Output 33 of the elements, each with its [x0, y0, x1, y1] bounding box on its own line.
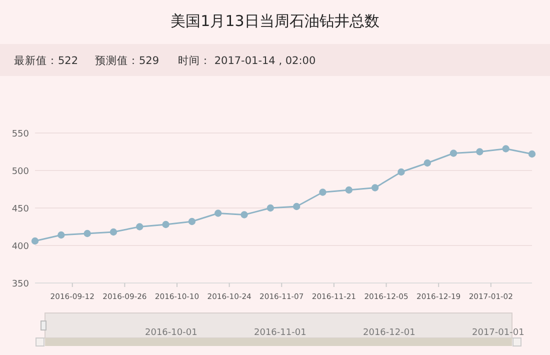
point	[240, 211, 248, 218]
point	[266, 204, 274, 212]
point	[136, 223, 144, 230]
point	[31, 237, 39, 245]
point	[345, 186, 352, 194]
y-tick-label: 500	[12, 167, 30, 177]
y-tick-label: 450	[12, 204, 30, 214]
text: 预测值：529	[95, 55, 160, 67]
point	[424, 159, 431, 167]
y-tick-label: 400	[12, 242, 30, 252]
chart-title: 美国1月13日当周石油钻井总数	[170, 12, 380, 30]
point	[398, 168, 405, 176]
point	[162, 220, 170, 228]
text: 2016-10-01	[145, 328, 198, 338]
point	[319, 188, 326, 196]
point	[528, 150, 536, 158]
point	[84, 230, 91, 238]
text: 时间： 2017-01-14 , 02:00	[178, 54, 316, 67]
point	[58, 231, 65, 239]
point	[450, 150, 458, 157]
point	[214, 210, 222, 217]
point	[476, 148, 484, 156]
text: 2017-01-01	[472, 328, 524, 338]
point	[371, 184, 379, 192]
y-tick-label: 550	[12, 130, 30, 140]
point	[110, 228, 118, 236]
point	[502, 145, 510, 152]
text: 最新值：522	[14, 54, 78, 67]
point	[292, 202, 300, 210]
point	[188, 218, 196, 226]
text: 2016-12-01	[363, 328, 416, 338]
y-tick-label: 350	[12, 280, 30, 290]
text: 2016-11-01	[254, 328, 306, 338]
